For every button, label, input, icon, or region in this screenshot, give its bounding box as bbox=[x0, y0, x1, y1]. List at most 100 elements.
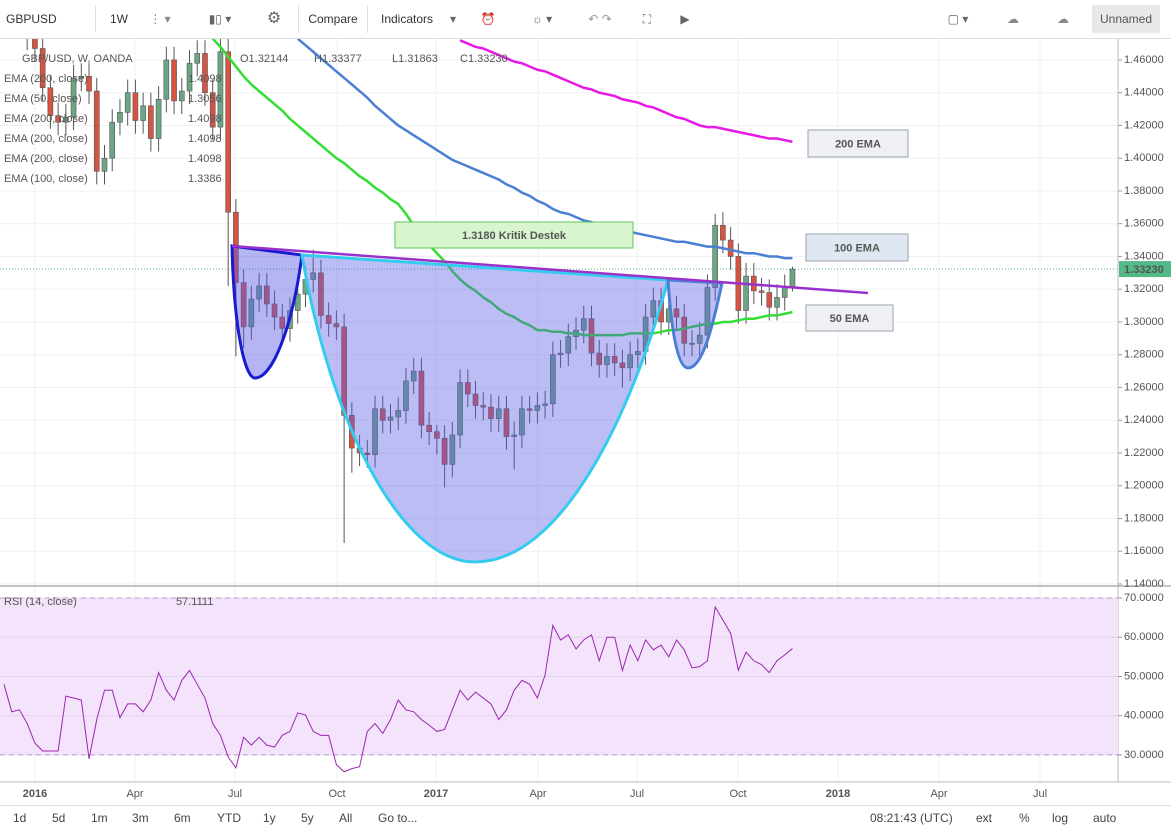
y-tick-label: 30.0000 bbox=[1124, 749, 1164, 761]
neckline bbox=[231, 244, 869, 295]
candle-body bbox=[403, 380, 409, 411]
undo-redo[interactable]: ↶ ↷ bbox=[588, 12, 612, 26]
ema-line bbox=[459, 39, 793, 144]
ohlc-label: C1.33230 bbox=[460, 53, 508, 65]
indicators-button[interactable]: Indicators bbox=[380, 12, 434, 26]
candle-body bbox=[557, 352, 564, 356]
candle-body bbox=[696, 334, 703, 344]
annotation-box bbox=[807, 129, 909, 158]
candle-body bbox=[70, 77, 77, 118]
candle-body bbox=[511, 434, 517, 437]
rsi-title: RSI (14, close) bbox=[4, 596, 77, 608]
candle-body bbox=[155, 98, 162, 139]
time-label: Oct bbox=[729, 788, 746, 800]
price-pane: 1.3180 Kritik Destek 200 EMA 100 EMA 50 EMA bbox=[0, 38, 1118, 564]
scale-option[interactable]: auto bbox=[1093, 811, 1117, 825]
candle-body bbox=[743, 275, 749, 311]
rsi-band bbox=[0, 598, 1118, 755]
candle-body bbox=[503, 408, 510, 437]
y-tick-label: 50.0000 bbox=[1124, 670, 1164, 682]
range-button[interactable]: 1y bbox=[263, 811, 276, 825]
candle-body bbox=[766, 292, 773, 308]
time-label: Jul bbox=[630, 788, 644, 800]
y-tick-label: 1.14000 bbox=[1124, 578, 1164, 590]
annotation-text: 100 EMA bbox=[834, 242, 880, 254]
layout-button[interactable]: ▢ ▾ bbox=[947, 12, 969, 26]
compare-button[interactable]: Compare bbox=[298, 5, 368, 33]
replay-button[interactable]: ▶ bbox=[680, 12, 690, 26]
candle-body bbox=[256, 285, 262, 300]
candle-body bbox=[457, 382, 463, 436]
goto-button[interactable]: Go to... bbox=[378, 811, 418, 825]
scale-option[interactable]: ext bbox=[976, 811, 993, 825]
interval-menu[interactable]: ⋮ ▾ bbox=[149, 12, 171, 26]
rsi-value: 57.1111 bbox=[176, 596, 213, 608]
scale-option[interactable]: log bbox=[1052, 811, 1069, 825]
range-button[interactable]: 5y bbox=[301, 811, 314, 825]
candle-body bbox=[310, 272, 317, 280]
interval-button[interactable]: 1W bbox=[110, 12, 128, 26]
y-tick-label: 1.30000 bbox=[1124, 316, 1164, 328]
y-tick-label: 1.22000 bbox=[1124, 447, 1164, 459]
candle-body bbox=[264, 285, 270, 305]
candle-body bbox=[47, 87, 54, 116]
ohlc-label: L1.31863 bbox=[392, 53, 438, 65]
y-tick-label: 1.46000 bbox=[1124, 54, 1164, 66]
indicator-name: EMA (200, close) bbox=[4, 153, 88, 165]
chart-style-button[interactable]: ▮▯ ▾ bbox=[208, 12, 232, 26]
save-button[interactable]: ☁ bbox=[1057, 12, 1069, 26]
candle-body bbox=[789, 268, 796, 288]
candle-body bbox=[101, 157, 108, 172]
candle-body bbox=[78, 76, 85, 79]
range-button[interactable]: YTD bbox=[217, 811, 241, 825]
time-label: 2018 bbox=[826, 788, 850, 800]
symbol-input[interactable]: GBPUSD bbox=[0, 5, 96, 33]
layout-name[interactable]: Unnamed bbox=[1092, 5, 1160, 33]
indicator-value: 1.3386 bbox=[188, 173, 222, 185]
candle-body bbox=[86, 76, 92, 92]
annotation-box bbox=[805, 233, 909, 262]
y-tick-label: 1.24000 bbox=[1124, 414, 1164, 426]
candle-body bbox=[63, 116, 69, 123]
load-button[interactable]: ☁ bbox=[1007, 12, 1019, 26]
time-label: Apr bbox=[529, 788, 546, 800]
range-button[interactable]: 6m bbox=[174, 811, 191, 825]
drawing-button[interactable]: ☼ ▾ bbox=[531, 12, 553, 26]
candle-body bbox=[372, 408, 378, 455]
top-toolbar: GBPUSD 1W ⋮ ▾ ▮▯ ▾ ⚙ Compare Indicators … bbox=[0, 0, 1171, 39]
candle-body bbox=[495, 408, 502, 419]
candle-body bbox=[395, 410, 402, 418]
indicator-name: EMA (200, close) bbox=[4, 73, 88, 85]
candle-body bbox=[279, 316, 286, 329]
y-tick-label: 1.42000 bbox=[1124, 119, 1164, 131]
candle-body bbox=[186, 62, 193, 92]
settings-button[interactable]: ⚙ bbox=[266, 10, 282, 27]
alert-button[interactable]: ⏰ bbox=[480, 12, 496, 26]
indicator-value: 1.4098 bbox=[188, 113, 222, 125]
indicators-menu[interactable]: ▾ bbox=[449, 12, 457, 26]
rsi-line bbox=[3, 605, 793, 773]
annotation-text: 1.3180 Kritik Destek bbox=[462, 230, 567, 242]
range-button[interactable]: 1d bbox=[13, 811, 27, 825]
range-button[interactable]: 1m bbox=[91, 811, 108, 825]
fullscreen-button[interactable]: ⛶ bbox=[642, 12, 652, 26]
y-tick-label: 1.40000 bbox=[1124, 152, 1164, 164]
ohlc-label: H1.33377 bbox=[314, 53, 362, 65]
candle-body bbox=[379, 408, 386, 421]
chart-title: GBP/USD, W, OANDA bbox=[22, 53, 133, 65]
candle-body bbox=[604, 356, 610, 365]
candle-body bbox=[534, 405, 541, 411]
range-button[interactable]: 3m bbox=[132, 811, 149, 825]
candle-body bbox=[635, 351, 641, 356]
ema-line bbox=[296, 38, 793, 260]
y-tick-label: 1.38000 bbox=[1124, 185, 1164, 197]
range-button[interactable]: All bbox=[339, 811, 353, 825]
scale-option[interactable]: % bbox=[1019, 811, 1030, 825]
annotation-box bbox=[394, 221, 634, 249]
candle-body bbox=[217, 51, 224, 128]
y-tick-label: 60.0000 bbox=[1124, 631, 1164, 643]
range-button[interactable]: 5d bbox=[52, 811, 66, 825]
candle-body bbox=[271, 303, 278, 318]
